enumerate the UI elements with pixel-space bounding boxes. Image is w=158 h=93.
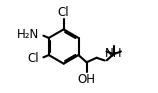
- Text: H₂N: H₂N: [17, 28, 39, 41]
- Text: Cl: Cl: [28, 52, 39, 65]
- Text: NH: NH: [105, 47, 123, 60]
- Text: OH: OH: [78, 73, 96, 86]
- Text: Cl: Cl: [58, 6, 70, 19]
